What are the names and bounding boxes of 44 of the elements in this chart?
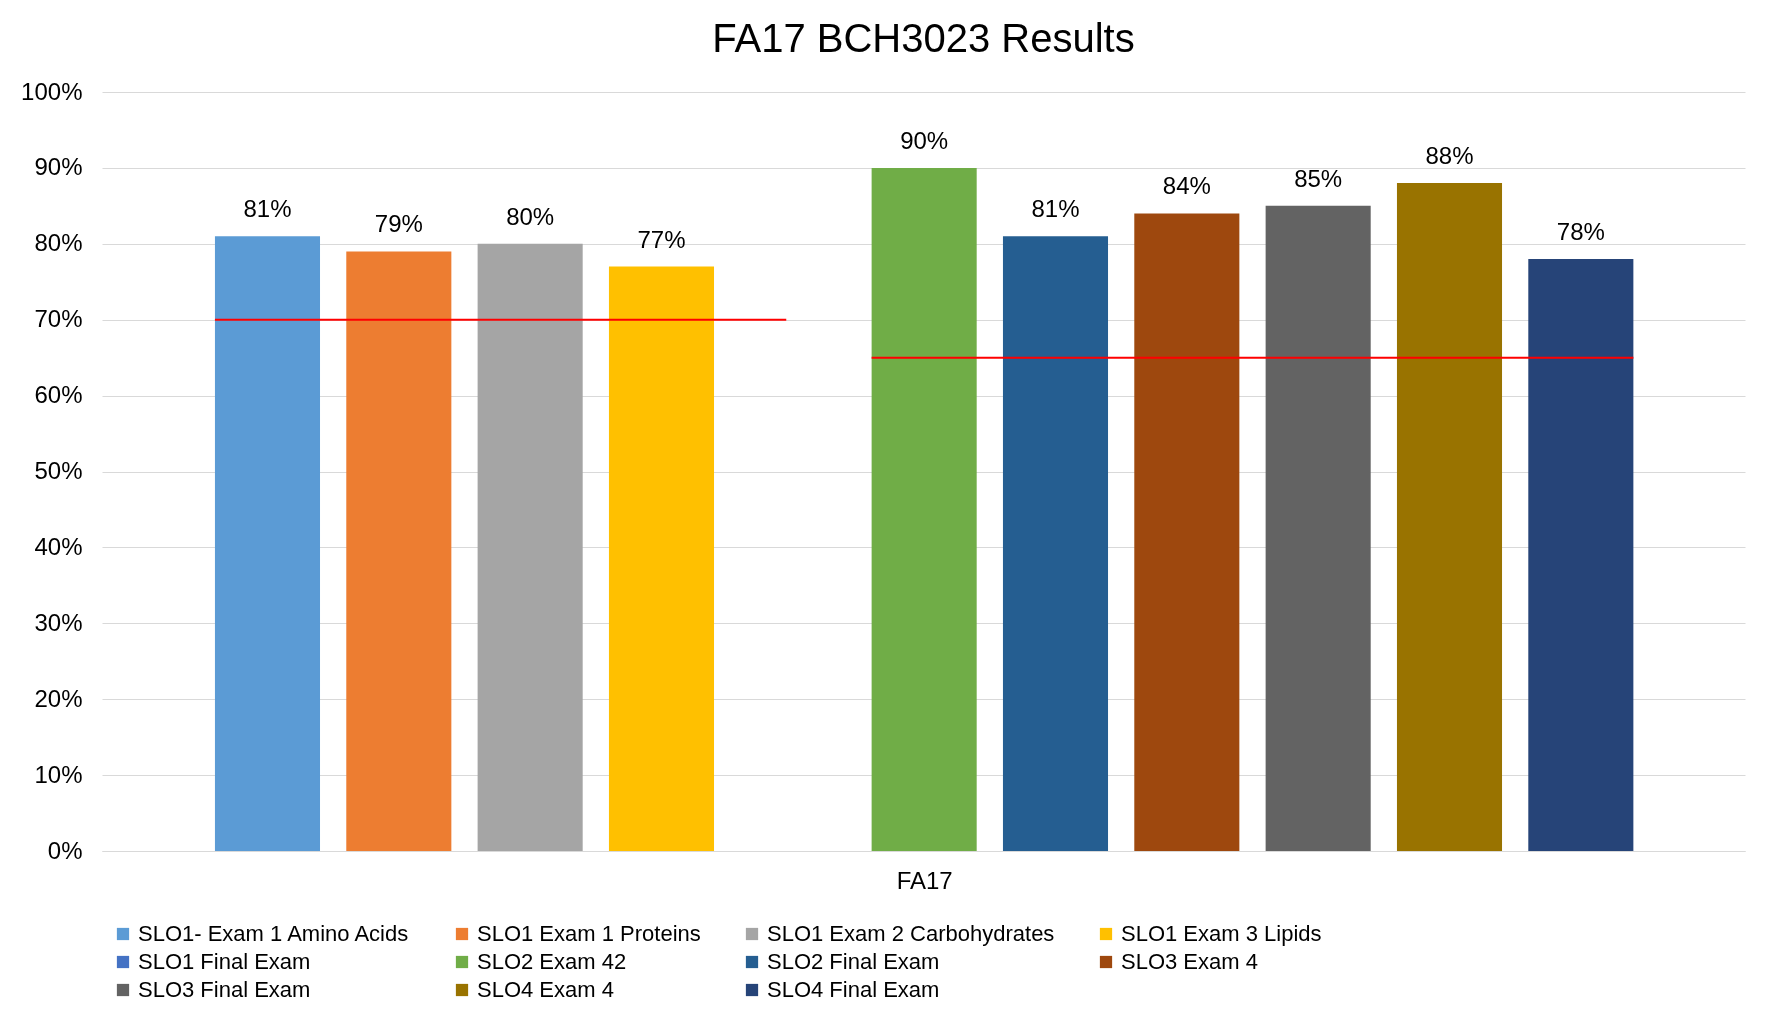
y-tick-label: 60% xyxy=(34,381,83,409)
bar xyxy=(214,236,321,851)
y-tick-label: 30% xyxy=(34,608,83,636)
text: 81% xyxy=(243,195,292,223)
y-tick-label: 80% xyxy=(34,229,83,257)
text: 77% xyxy=(637,225,686,253)
y-tick-label: 50% xyxy=(34,457,83,484)
bar xyxy=(477,243,583,851)
text: 88% xyxy=(1425,142,1474,170)
x-tick-label: FA17 xyxy=(896,866,953,894)
y-tick-label: 0% xyxy=(47,836,83,864)
y-tick-label: 20% xyxy=(34,684,83,712)
legend-label: SLO2 Exam 42 xyxy=(477,949,627,974)
y-tick-label: 90% xyxy=(34,153,83,181)
bar xyxy=(871,167,977,851)
bar xyxy=(1396,183,1503,851)
y-tick-label: 40% xyxy=(34,532,83,560)
y-tick-label: 100% xyxy=(21,77,83,105)
text: 81% xyxy=(1031,195,1080,223)
legend-label: SLO1 Exam 3 Lipids xyxy=(1121,921,1322,946)
bar xyxy=(346,251,452,851)
text: 80% xyxy=(506,202,555,230)
legend-label: SLO1 Exam 2 Carbohydrates xyxy=(767,921,1055,946)
bar xyxy=(1002,236,1109,851)
bar xyxy=(1134,213,1240,851)
legend-label: SLO3 Final Exam xyxy=(138,977,311,1002)
chart-title: FA17 BCH3023 Results xyxy=(712,16,1135,60)
legend-label: SLO4 Final Exam xyxy=(767,977,940,1002)
bar xyxy=(1265,205,1371,851)
bar xyxy=(608,266,715,851)
legend-label: SLO4 Exam 4 xyxy=(477,977,614,1002)
text: 79% xyxy=(374,210,423,238)
legend-label: SLO1- Exam 1 Amino Acids xyxy=(138,921,409,946)
text: 84% xyxy=(1162,172,1211,200)
legend-label: SLO3 Exam 4 xyxy=(1121,949,1258,974)
legend-label: SLO2 Final Exam xyxy=(767,949,940,974)
bar xyxy=(1528,258,1634,851)
text: 78% xyxy=(1556,217,1605,245)
legend-label: SLO1 Exam 1 Proteins xyxy=(477,921,701,946)
text: 85% xyxy=(1294,164,1343,192)
y-tick-label: 70% xyxy=(34,305,83,333)
y-tick-label: 10% xyxy=(34,760,83,788)
legend-label: SLO1 Final Exam xyxy=(138,949,311,974)
text: 90% xyxy=(900,126,949,154)
